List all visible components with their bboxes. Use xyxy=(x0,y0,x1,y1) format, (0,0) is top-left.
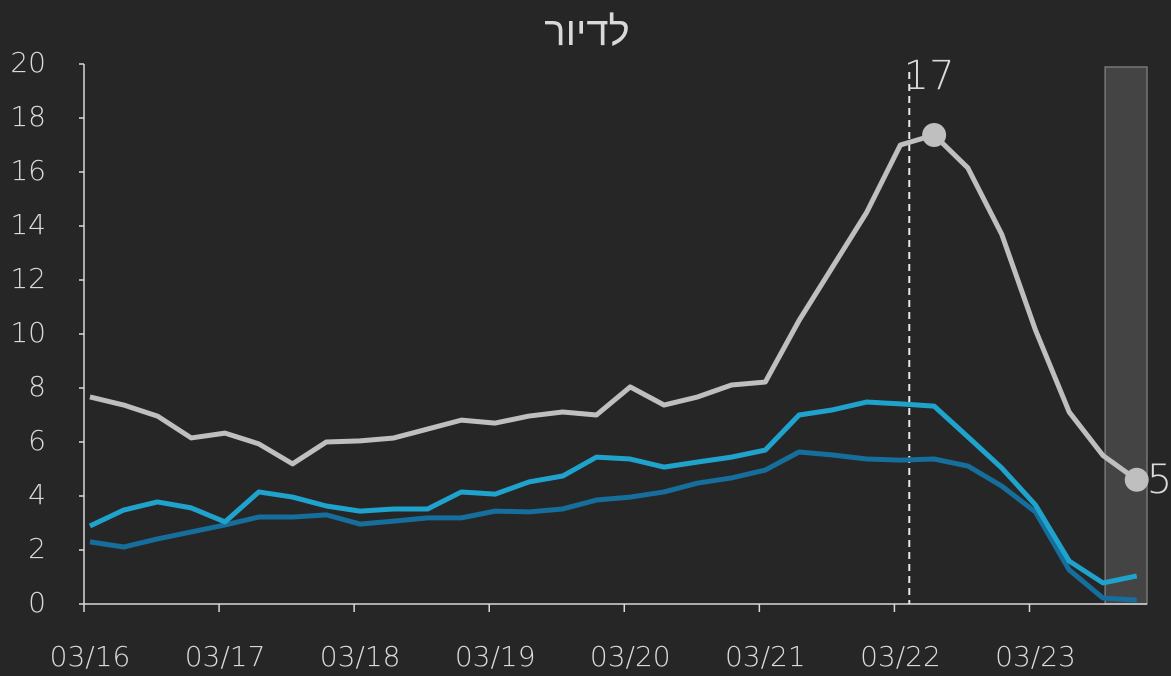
y-tick-label: 18 xyxy=(10,100,46,133)
series-line xyxy=(89,449,1137,603)
x-tick-label: 03/16 xyxy=(50,640,131,673)
y-tick-label: 14 xyxy=(10,208,46,241)
series-line xyxy=(88,399,1138,586)
x-tick-label: 03/23 xyxy=(995,640,1076,673)
y-tick-label: 8 xyxy=(28,370,46,403)
x-tick-label: 03/17 xyxy=(185,640,266,673)
y-tick-label: 6 xyxy=(28,424,46,457)
highlight-marker xyxy=(1124,467,1149,492)
y-tick-label: 4 xyxy=(28,478,46,511)
highlight-marker xyxy=(922,123,947,148)
x-tick-label: 03/21 xyxy=(725,640,806,673)
x-tick-label: 03/20 xyxy=(590,640,671,673)
x-tick-label: 03/18 xyxy=(320,640,401,673)
chart-title: לדיור xyxy=(544,9,630,55)
series-line xyxy=(89,132,1139,482)
highlight-label: 17 xyxy=(904,53,955,99)
y-tick-label: 20 xyxy=(10,46,46,79)
highlight-band xyxy=(1104,66,1148,605)
highlight-label: 5 xyxy=(1147,457,1171,503)
y-tick-label: 2 xyxy=(28,532,46,565)
y-tick-label: 16 xyxy=(10,154,46,187)
y-tick-label: 10 xyxy=(10,316,46,349)
x-tick-label: 03/19 xyxy=(455,640,536,673)
y-tick-label: 0 xyxy=(28,586,46,619)
y-tick-label: 12 xyxy=(10,262,46,295)
x-tick-label: 03/22 xyxy=(860,640,941,673)
